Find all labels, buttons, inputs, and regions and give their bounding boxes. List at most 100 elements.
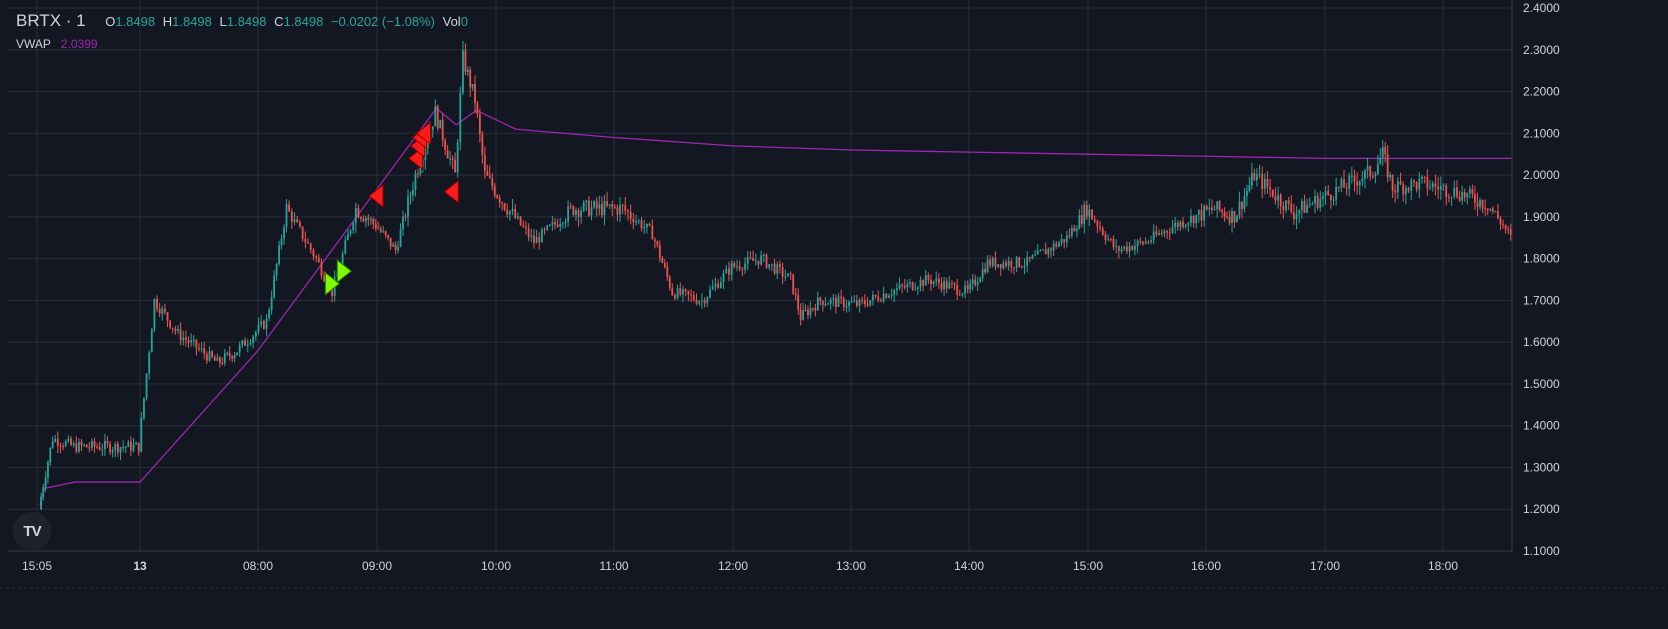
- candle-body: [198, 348, 200, 350]
- volume-label: Vol: [442, 14, 461, 29]
- candle-body: [70, 438, 72, 445]
- grid-layer: [8, 0, 1512, 552]
- candle-body: [1174, 222, 1177, 228]
- candle-body: [1248, 185, 1251, 191]
- candle-body: [1155, 231, 1158, 235]
- candle-body: [590, 207, 593, 216]
- candle-body: [909, 282, 911, 284]
- candle-body: [1226, 216, 1228, 218]
- candle-body: [293, 219, 296, 222]
- candle-body: [1080, 215, 1083, 224]
- tradingview-logo[interactable]: TV: [13, 512, 51, 550]
- candle-body: [1491, 208, 1494, 212]
- candle-body: [1287, 200, 1290, 204]
- candle-body: [981, 268, 984, 279]
- candle-body: [1093, 219, 1096, 222]
- candle-body: [1384, 147, 1387, 155]
- candle-body: [1353, 175, 1356, 182]
- candle-body: [577, 210, 580, 217]
- candle-body: [177, 328, 179, 331]
- candle-body: [93, 441, 96, 447]
- candle-body: [1379, 157, 1382, 165]
- candle-body: [187, 340, 190, 343]
- close-label: C: [274, 14, 284, 29]
- candle-body: [169, 320, 172, 328]
- candle-body: [434, 106, 437, 127]
- candle-body: [916, 287, 919, 290]
- candle-body: [1058, 242, 1060, 247]
- candle-body: [1327, 191, 1330, 195]
- candle-body: [1479, 199, 1481, 207]
- candle-body: [901, 284, 904, 287]
- candle-body: [999, 264, 1002, 269]
- candle-body: [719, 282, 722, 288]
- candle-body: [621, 205, 624, 207]
- candle-body: [1394, 190, 1397, 193]
- candle-body: [776, 264, 779, 274]
- candle-body: [930, 279, 932, 285]
- candle-body: [752, 257, 755, 261]
- candle-body: [804, 309, 807, 311]
- candle-body: [409, 195, 412, 197]
- candle-body: [72, 443, 75, 445]
- candle-body: [948, 282, 951, 289]
- candle-body: [1421, 176, 1423, 179]
- candle-body: [377, 228, 380, 230]
- candle-body: [42, 487, 45, 497]
- candle-body: [122, 447, 124, 449]
- candle-body: [661, 258, 664, 263]
- candle-body: [603, 201, 606, 216]
- candle-body: [1023, 265, 1026, 268]
- candle-body: [1494, 211, 1497, 213]
- candle-body: [1063, 239, 1066, 243]
- candle-body: [249, 342, 252, 345]
- candle-body: [770, 263, 773, 265]
- candle-body: [1203, 205, 1205, 221]
- candle-body: [595, 201, 598, 209]
- candle-body: [575, 210, 577, 215]
- close-value: 1.8498: [283, 14, 324, 29]
- candle-body: [88, 447, 91, 449]
- candle-body: [40, 496, 43, 510]
- candle-body: [1020, 266, 1023, 268]
- candle-body: [627, 210, 629, 212]
- candle-body: [1484, 208, 1487, 210]
- candle-body: [945, 280, 948, 289]
- candle-body: [476, 102, 479, 115]
- candle-body: [344, 240, 347, 254]
- candle-body: [546, 225, 549, 230]
- candle-body: [551, 222, 554, 225]
- candle-body: [1407, 187, 1410, 191]
- candle-body: [1504, 225, 1507, 229]
- candle-body: [991, 257, 994, 266]
- candle-body: [1396, 181, 1399, 193]
- candle-body: [811, 308, 814, 310]
- candle-body: [119, 447, 122, 453]
- candle-body: [1261, 173, 1264, 189]
- candle-body: [1295, 213, 1298, 219]
- symbol-label[interactable]: BRTX · 1: [16, 11, 86, 30]
- candle-body: [135, 442, 137, 445]
- candle-body: [192, 339, 195, 341]
- candle-body: [1241, 201, 1243, 209]
- candle-body: [1481, 199, 1484, 209]
- candle-body: [1200, 209, 1203, 221]
- x-tick-label: 18:00: [1428, 559, 1458, 573]
- candle-body: [919, 280, 922, 288]
- candle-body: [1316, 196, 1319, 209]
- candle-body: [1361, 178, 1364, 182]
- candle-body: [514, 208, 517, 218]
- candle-body: [331, 284, 333, 297]
- candle-body: [148, 352, 151, 374]
- sell-signal-marker: [368, 183, 384, 208]
- candle-body: [1158, 233, 1160, 235]
- candle-body: [927, 275, 930, 280]
- candle-body: [1415, 182, 1418, 190]
- candle-body: [643, 227, 646, 229]
- vwap-name: VWAP: [16, 37, 51, 51]
- vwap-legend[interactable]: VWAP 2.0399: [16, 37, 98, 51]
- candle-body: [658, 245, 661, 259]
- candle-body: [1176, 222, 1179, 227]
